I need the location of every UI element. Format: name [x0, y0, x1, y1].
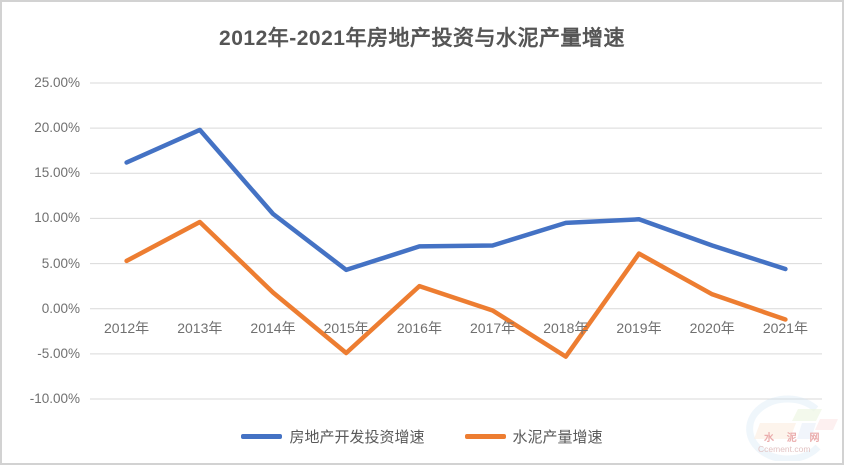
- y-tick-label: -5.00%: [37, 345, 80, 361]
- watermark-logo: 水 泥 网 Ccement.com: [746, 395, 838, 461]
- legend-line-orange-icon: [464, 434, 506, 439]
- y-tick-label: 25.00%: [34, 75, 80, 90]
- watermark-title: 水 泥 网: [763, 431, 825, 444]
- x-tick-label: 2012年: [104, 320, 150, 336]
- x-tick-label: 2015年: [323, 320, 369, 336]
- series-line-1: [124, 219, 788, 359]
- legend-item-cement: 水泥产量增速: [464, 426, 603, 447]
- y-tick-label: 20.00%: [34, 120, 80, 136]
- legend: 房地产开发投资增速 水泥产量增速: [2, 426, 842, 447]
- y-tick-label: 15.00%: [34, 165, 80, 181]
- x-tick-label: 2014年: [250, 320, 296, 336]
- legend-line-blue-icon: [241, 434, 283, 439]
- legend-label-cement: 水泥产量增速: [512, 429, 603, 446]
- watermark-swoosh-icon: [746, 395, 821, 461]
- watermark-domain: Ccement.com: [758, 444, 810, 454]
- x-tick-label: 2020年: [689, 320, 735, 336]
- legend-label-investment: 房地产开发投资增速: [289, 429, 425, 446]
- x-tick-label: 2019年: [616, 320, 662, 336]
- x-tick-label: 2017年: [470, 320, 516, 336]
- x-tick-label: 2021年: [762, 320, 808, 336]
- legend-item-investment: 房地产开发投资增速: [241, 426, 425, 447]
- x-tick-label: 2013年: [177, 320, 223, 336]
- x-tick-label: 2016年: [396, 320, 442, 336]
- y-tick-label: 5.00%: [41, 255, 80, 271]
- y-tick-label: 0.00%: [41, 300, 80, 316]
- series-line-0: [124, 127, 788, 273]
- y-tick-label: -10.00%: [29, 391, 80, 406]
- watermark-tiles-icon: [754, 409, 838, 439]
- x-tick-label: 2018年: [543, 320, 589, 336]
- chart-title: 2012年-2021年房地产投资与水泥产量增速: [219, 27, 625, 50]
- y-tick-label: 10.00%: [34, 210, 80, 226]
